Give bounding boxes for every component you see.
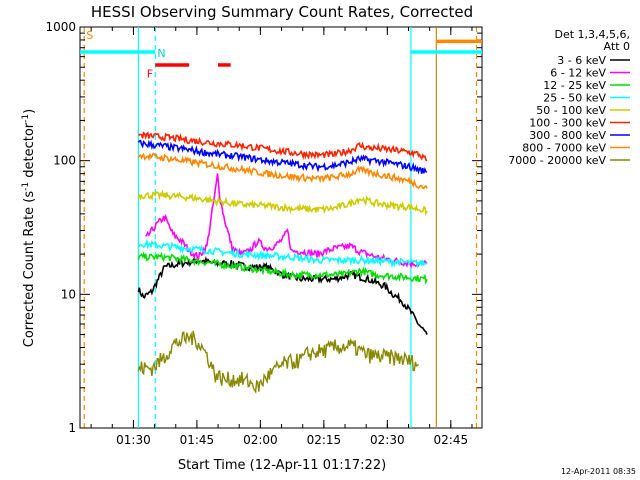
series-line-3 <box>137 238 428 269</box>
legend-label-6: 300 - 800 keV <box>529 129 606 142</box>
y-tick-label-3: 1000 <box>45 20 76 34</box>
x-tick-label-2: 02:00 <box>243 433 278 447</box>
x-tick-label-0: 01:30 <box>116 433 151 447</box>
x-tick-label-3: 02:15 <box>307 433 342 447</box>
y-axis-label-sup1: -1 <box>21 182 31 191</box>
x-tick-label-1: 01:45 <box>180 433 215 447</box>
y-axis-label-end: ) <box>22 109 37 114</box>
legend-label-5: 100 - 300 keV <box>529 117 606 130</box>
plot-frame <box>79 26 483 429</box>
x-tick-label-4: 02:30 <box>370 433 405 447</box>
legend-label-4: 50 - 100 keV <box>536 104 606 117</box>
annotation-f: F <box>147 67 153 80</box>
x-tick-label-5: 02:45 <box>434 433 469 447</box>
legend-label-2: 12 - 25 keV <box>543 79 606 92</box>
y-tick-label-2: 100 <box>53 154 76 168</box>
y-axis-label: Corrected Count Rate (s-1 detector-1) <box>21 109 37 347</box>
series-line-1 <box>145 173 428 269</box>
legend-label-0: 3 - 6 keV <box>557 54 606 67</box>
series-line-6 <box>137 139 428 175</box>
series-line-7 <box>137 152 428 190</box>
series-line-5 <box>138 131 428 162</box>
plot-area: 01:30 01:45 02:00 02:15 02:30 02:45 1 10 100 1000… <box>45 20 483 447</box>
timestamp: 12-Apr-2011 08:35 <box>561 467 636 476</box>
legend-header-line-2: Att 0 <box>604 40 630 53</box>
x-axis-label: Start Time (12-Apr-11 01:17:22) <box>178 458 386 473</box>
legend-label-1: 6 - 12 keV <box>550 67 606 80</box>
y-axis-label-sup2: -1 <box>21 114 31 123</box>
series-line-2 <box>137 251 428 286</box>
y-tick-label-0: 1 <box>68 421 76 435</box>
y-tick-label-1: 10 <box>61 287 76 301</box>
series-line-8 <box>137 330 420 394</box>
legend-label-8: 7000 - 20000 keV <box>508 154 606 167</box>
chart-title: HESSI Observing Summary Count Rates, Cor… <box>91 3 473 21</box>
series-line-4 <box>137 189 428 217</box>
legend-label-3: 25 - 50 keV <box>543 92 606 105</box>
y-axis-label-main: Corrected Count Rate (s <box>22 191 37 348</box>
legend-header-line-1: Det 1,3,4,5,6, <box>554 28 630 41</box>
annotation-n: N <box>157 47 165 60</box>
annotation-s: S <box>86 29 93 42</box>
legend-label-7: 800 - 7000 keV <box>522 142 606 155</box>
y-axis-label-mid: detector <box>22 122 37 182</box>
